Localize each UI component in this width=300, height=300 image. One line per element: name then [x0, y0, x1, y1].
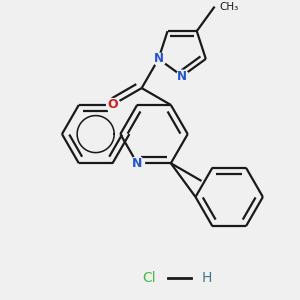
Text: N: N	[177, 70, 187, 83]
Text: Cl: Cl	[142, 272, 156, 286]
Text: CH₃: CH₃	[219, 2, 239, 12]
Text: N: N	[154, 52, 164, 65]
Text: H: H	[202, 272, 212, 286]
Text: N: N	[132, 157, 142, 170]
Text: O: O	[107, 98, 118, 111]
